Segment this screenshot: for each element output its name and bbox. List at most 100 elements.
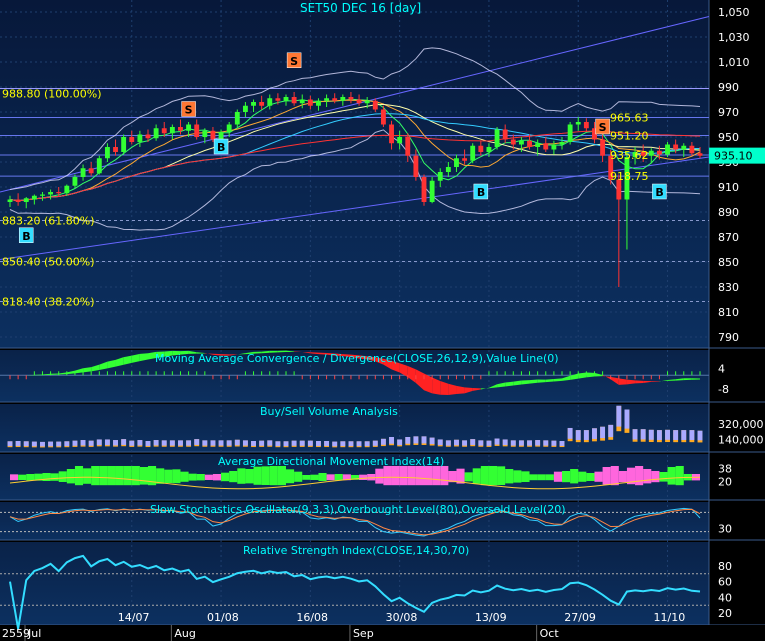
- moving-average-line: [9, 130, 701, 202]
- macd-area-segment: [131, 353, 140, 363]
- time-tick-label: 01/08: [207, 611, 239, 624]
- volume-sell-bar: [234, 439, 240, 446]
- macd-title: Moving Average Convergence / Divergence(…: [155, 352, 559, 365]
- macd-area-segment: [529, 379, 538, 384]
- macd-area-segment: [391, 360, 400, 373]
- candle-body: [178, 127, 183, 131]
- macd-area-segment: [488, 384, 498, 389]
- candle-body: [648, 150, 654, 156]
- macd-area-segment: [553, 378, 562, 382]
- macd-area-segment: [229, 354, 238, 356]
- macd-area-segment: [74, 368, 84, 374]
- candle-body: [429, 180, 435, 202]
- volume-sell-bar: [583, 430, 589, 440]
- adx-di-area: [651, 471, 660, 483]
- adx-di-area: [586, 473, 595, 481]
- volume-sell-bar: [113, 440, 118, 446]
- volume-sell-bar: [145, 441, 151, 446]
- macd-area-segment: [497, 382, 506, 388]
- price-tick-label: 850: [718, 256, 739, 269]
- macd-area-segment: [562, 375, 571, 381]
- volume-sell-bar: [608, 424, 614, 438]
- price-tick-label: 890: [718, 206, 739, 219]
- candle-body: [437, 172, 443, 181]
- adx-di-area: [229, 471, 238, 483]
- year-label: 2559: [2, 627, 30, 640]
- volume-sell-bar: [121, 439, 127, 445]
- adx-di-area: [294, 471, 303, 482]
- candle-body: [113, 147, 118, 152]
- buy-signal-marker: [652, 183, 667, 200]
- candle-body: [462, 158, 468, 161]
- macd-area-segment: [643, 380, 652, 383]
- candle-body: [527, 140, 532, 147]
- macd-area-segment: [212, 353, 222, 356]
- adx-di-area: [83, 468, 92, 484]
- macd-area-segment: [107, 359, 116, 369]
- macd-area-segment: [253, 351, 262, 354]
- macd-area-segment: [635, 380, 644, 384]
- macd-area-segment: [269, 350, 278, 353]
- rsi-tick-label: 60: [718, 576, 732, 589]
- adx-di-area: [448, 471, 457, 483]
- macd-area-segment: [237, 353, 246, 355]
- axis-bg-0: [709, 0, 765, 348]
- last-price-value: 935.10: [714, 150, 753, 163]
- volume-sell-bar: [510, 440, 516, 446]
- adx-di-area: [545, 474, 554, 481]
- price-tick-label: 950: [718, 131, 739, 144]
- month-label: Jul: [27, 627, 41, 640]
- volume-sell-bar: [405, 436, 411, 444]
- macd-tick-label: -8: [718, 383, 729, 396]
- adx-di-area: [66, 469, 75, 484]
- candle-body: [689, 145, 695, 154]
- price-tick-label: 1,050: [718, 6, 750, 19]
- panel-bg-4: [0, 502, 709, 540]
- volume-sell-bar: [186, 440, 192, 446]
- adx-di-area: [188, 473, 197, 481]
- candle-body: [454, 158, 459, 167]
- candle-body: [372, 100, 378, 110]
- candle-body: [486, 147, 492, 152]
- moving-average-line: [9, 98, 701, 202]
- axis-bg-5: [709, 542, 765, 625]
- macd-area-segment: [334, 353, 343, 357]
- volume-sell-bar: [104, 439, 110, 446]
- candle-body: [348, 97, 354, 100]
- volume-sell-bar: [56, 441, 62, 447]
- macd-area-segment: [691, 378, 700, 380]
- macd-area-segment: [407, 365, 416, 383]
- candle-body: [502, 129, 508, 140]
- candle-body: [56, 192, 62, 194]
- adx-di-area: [107, 466, 116, 486]
- candle-body: [421, 177, 427, 202]
- adx-di-area: [570, 469, 579, 484]
- candle-body: [380, 109, 386, 125]
- macd-area-segment: [326, 353, 335, 356]
- candle-body: [80, 168, 86, 177]
- adx-di-area: [415, 466, 424, 486]
- adx-di-area: [18, 474, 27, 480]
- fib-level-label: 988.80 (100.00%): [2, 88, 102, 101]
- stoch-tick-label: 30: [718, 522, 732, 535]
- macd-area-segment: [675, 378, 684, 381]
- candle-body: [332, 98, 338, 101]
- adx-di-area: [635, 466, 644, 486]
- buy-signal-marker: [213, 138, 229, 155]
- axis-bg-1: [709, 350, 765, 402]
- envelope-upper: [9, 47, 701, 190]
- price-tick-label: 990: [718, 81, 739, 94]
- macd-area-segment: [261, 350, 270, 354]
- candle-body: [624, 157, 630, 200]
- candle-body: [267, 98, 273, 106]
- volume-sell-bar: [543, 440, 549, 446]
- adx-tick-label: 20: [718, 476, 732, 489]
- candle-body: [356, 99, 362, 104]
- adx-di-area: [529, 474, 538, 481]
- signal-label: S: [599, 121, 607, 134]
- volume-sell-bar: [681, 430, 687, 440]
